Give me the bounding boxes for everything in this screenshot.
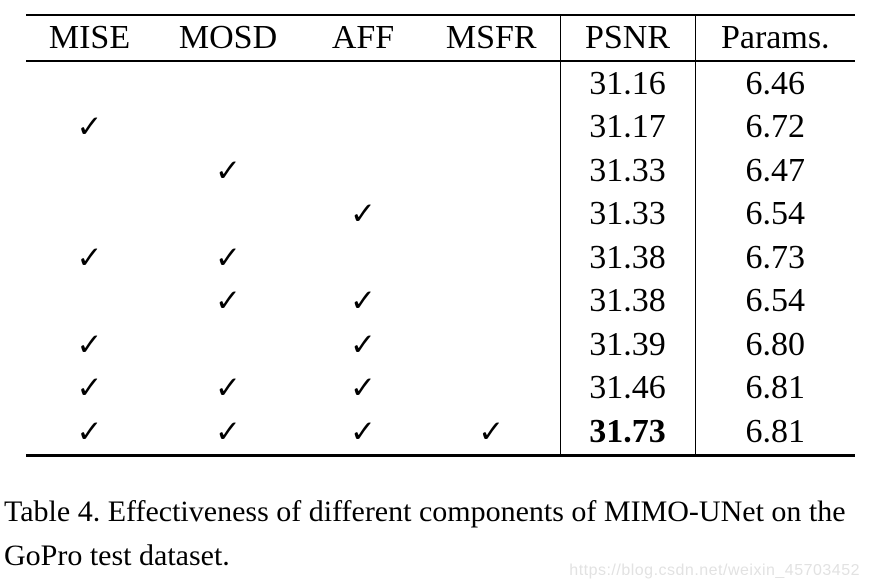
table-body: 31.16 6.46 ✓ 31.17 6.72 ✓ 31.33 6.47 ✓ 31.33 6.54 ✓… bbox=[26, 61, 855, 455]
checkmark-icon: ✓ bbox=[76, 370, 103, 407]
check-cell-mosd: ✓ bbox=[153, 410, 303, 455]
check-cell-mosd: ✓ bbox=[153, 280, 303, 324]
checkmark-icon: ✓ bbox=[350, 196, 376, 233]
empty-cell-mosd bbox=[153, 106, 303, 150]
empty-cell-mise bbox=[26, 193, 153, 237]
empty-cell-msfr bbox=[423, 323, 560, 367]
psnr-value: 31.73 bbox=[559, 410, 695, 455]
empty-cell-aff bbox=[303, 236, 423, 280]
table-row: ✓ 31.17 6.72 bbox=[26, 105, 855, 150]
checkmark-icon: ✓ bbox=[350, 326, 376, 363]
params-value: 6.81 bbox=[694, 366, 855, 410]
table-caption: Table 4. Effectiveness of different comp… bbox=[4, 495, 846, 572]
col-header-aff: AFF bbox=[303, 15, 423, 62]
check-cell-aff: ✓ bbox=[303, 280, 423, 324]
check-cell-mise: ✓ bbox=[26, 367, 153, 411]
psnr-value: 31.46 bbox=[559, 366, 695, 410]
checkmark-icon: ✓ bbox=[76, 239, 103, 276]
empty-cell-mise bbox=[26, 61, 153, 106]
empty-cell-mise bbox=[26, 280, 153, 324]
col-header-mosd: MOSD bbox=[153, 15, 303, 62]
params-value: 6.81 bbox=[694, 410, 855, 455]
checkmark-icon: ✓ bbox=[76, 413, 103, 450]
check-cell-msfr: ✓ bbox=[423, 410, 560, 455]
checkmark-icon: ✓ bbox=[215, 413, 241, 450]
empty-cell-aff bbox=[303, 149, 423, 193]
params-value: 6.80 bbox=[694, 323, 855, 367]
checkmark-icon: ✓ bbox=[350, 283, 376, 320]
psnr-value: 31.33 bbox=[559, 192, 695, 236]
header-row: MISE MOSD AFF MSFR PSNR Params. bbox=[26, 15, 855, 62]
params-value: 6.47 bbox=[694, 149, 855, 193]
col-header-mise: MISE bbox=[26, 15, 153, 62]
params-value: 6.46 bbox=[694, 61, 855, 106]
checkmark-icon: ✓ bbox=[76, 109, 103, 146]
psnr-value: 31.39 bbox=[559, 323, 695, 367]
check-cell-mise: ✓ bbox=[26, 323, 153, 367]
check-cell-mosd: ✓ bbox=[153, 367, 303, 411]
empty-cell-msfr bbox=[423, 106, 560, 150]
checkmark-icon: ✓ bbox=[215, 239, 241, 276]
check-cell-aff: ✓ bbox=[303, 367, 423, 411]
params-value: 6.54 bbox=[694, 279, 855, 323]
empty-cell-msfr bbox=[423, 61, 560, 106]
table-row: ✓ ✓ 31.38 6.73 bbox=[26, 236, 855, 280]
empty-cell-mosd bbox=[153, 193, 303, 237]
col-header-params: Params. bbox=[694, 15, 855, 62]
check-cell-aff: ✓ bbox=[303, 193, 423, 237]
check-cell-mise: ✓ bbox=[26, 410, 153, 455]
table-row: ✓ ✓ ✓ ✓ 31.73 6.81 bbox=[26, 410, 855, 455]
check-cell-aff: ✓ bbox=[303, 323, 423, 367]
check-cell-mosd: ✓ bbox=[153, 149, 303, 193]
checkmark-icon: ✓ bbox=[350, 370, 376, 407]
empty-cell-mosd bbox=[153, 61, 303, 106]
check-cell-mise: ✓ bbox=[26, 106, 153, 150]
checkmark-icon: ✓ bbox=[350, 413, 376, 450]
table-row: 31.16 6.46 bbox=[26, 61, 855, 106]
check-cell-mise: ✓ bbox=[26, 236, 153, 280]
table-row: ✓ ✓ 31.39 6.80 bbox=[26, 323, 855, 367]
empty-cell-aff bbox=[303, 61, 423, 106]
params-value: 6.54 bbox=[694, 192, 855, 236]
empty-cell-msfr bbox=[423, 149, 560, 193]
col-header-msfr: MSFR bbox=[423, 15, 560, 62]
ablation-table: MISE MOSD AFF MSFR PSNR Params. 31.16 6.4… bbox=[26, 14, 855, 457]
empty-cell-mise bbox=[26, 149, 153, 193]
watermark-link: https://blog.csdn.net/weixin_45703452 bbox=[569, 562, 860, 579]
empty-cell-msfr bbox=[423, 280, 560, 324]
params-value: 6.73 bbox=[694, 236, 855, 280]
empty-cell-msfr bbox=[423, 236, 560, 280]
table-row: ✓ ✓ ✓ 31.46 6.81 bbox=[26, 366, 855, 411]
check-cell-mosd: ✓ bbox=[153, 236, 303, 280]
table-row: ✓ ✓ 31.38 6.54 bbox=[26, 279, 855, 324]
psnr-value: 31.17 bbox=[559, 105, 695, 149]
checkmark-icon: ✓ bbox=[215, 370, 241, 407]
checkmark-icon: ✓ bbox=[478, 413, 505, 450]
empty-cell-msfr bbox=[423, 193, 560, 237]
check-cell-aff: ✓ bbox=[303, 410, 423, 455]
params-value: 6.72 bbox=[694, 105, 855, 149]
checkmark-icon: ✓ bbox=[215, 152, 241, 189]
psnr-value: 31.38 bbox=[559, 236, 695, 280]
psnr-value: 31.38 bbox=[559, 279, 695, 323]
empty-cell-msfr bbox=[423, 367, 560, 411]
psnr-value: 31.33 bbox=[559, 149, 695, 193]
checkmark-icon: ✓ bbox=[76, 326, 103, 363]
col-header-psnr: PSNR bbox=[559, 15, 695, 62]
checkmark-icon: ✓ bbox=[215, 283, 241, 320]
empty-cell-mosd bbox=[153, 323, 303, 367]
psnr-value: 31.16 bbox=[559, 61, 695, 106]
table-row: ✓ 31.33 6.47 bbox=[26, 149, 855, 193]
empty-cell-aff bbox=[303, 106, 423, 150]
table-row: ✓ 31.33 6.54 bbox=[26, 192, 855, 237]
